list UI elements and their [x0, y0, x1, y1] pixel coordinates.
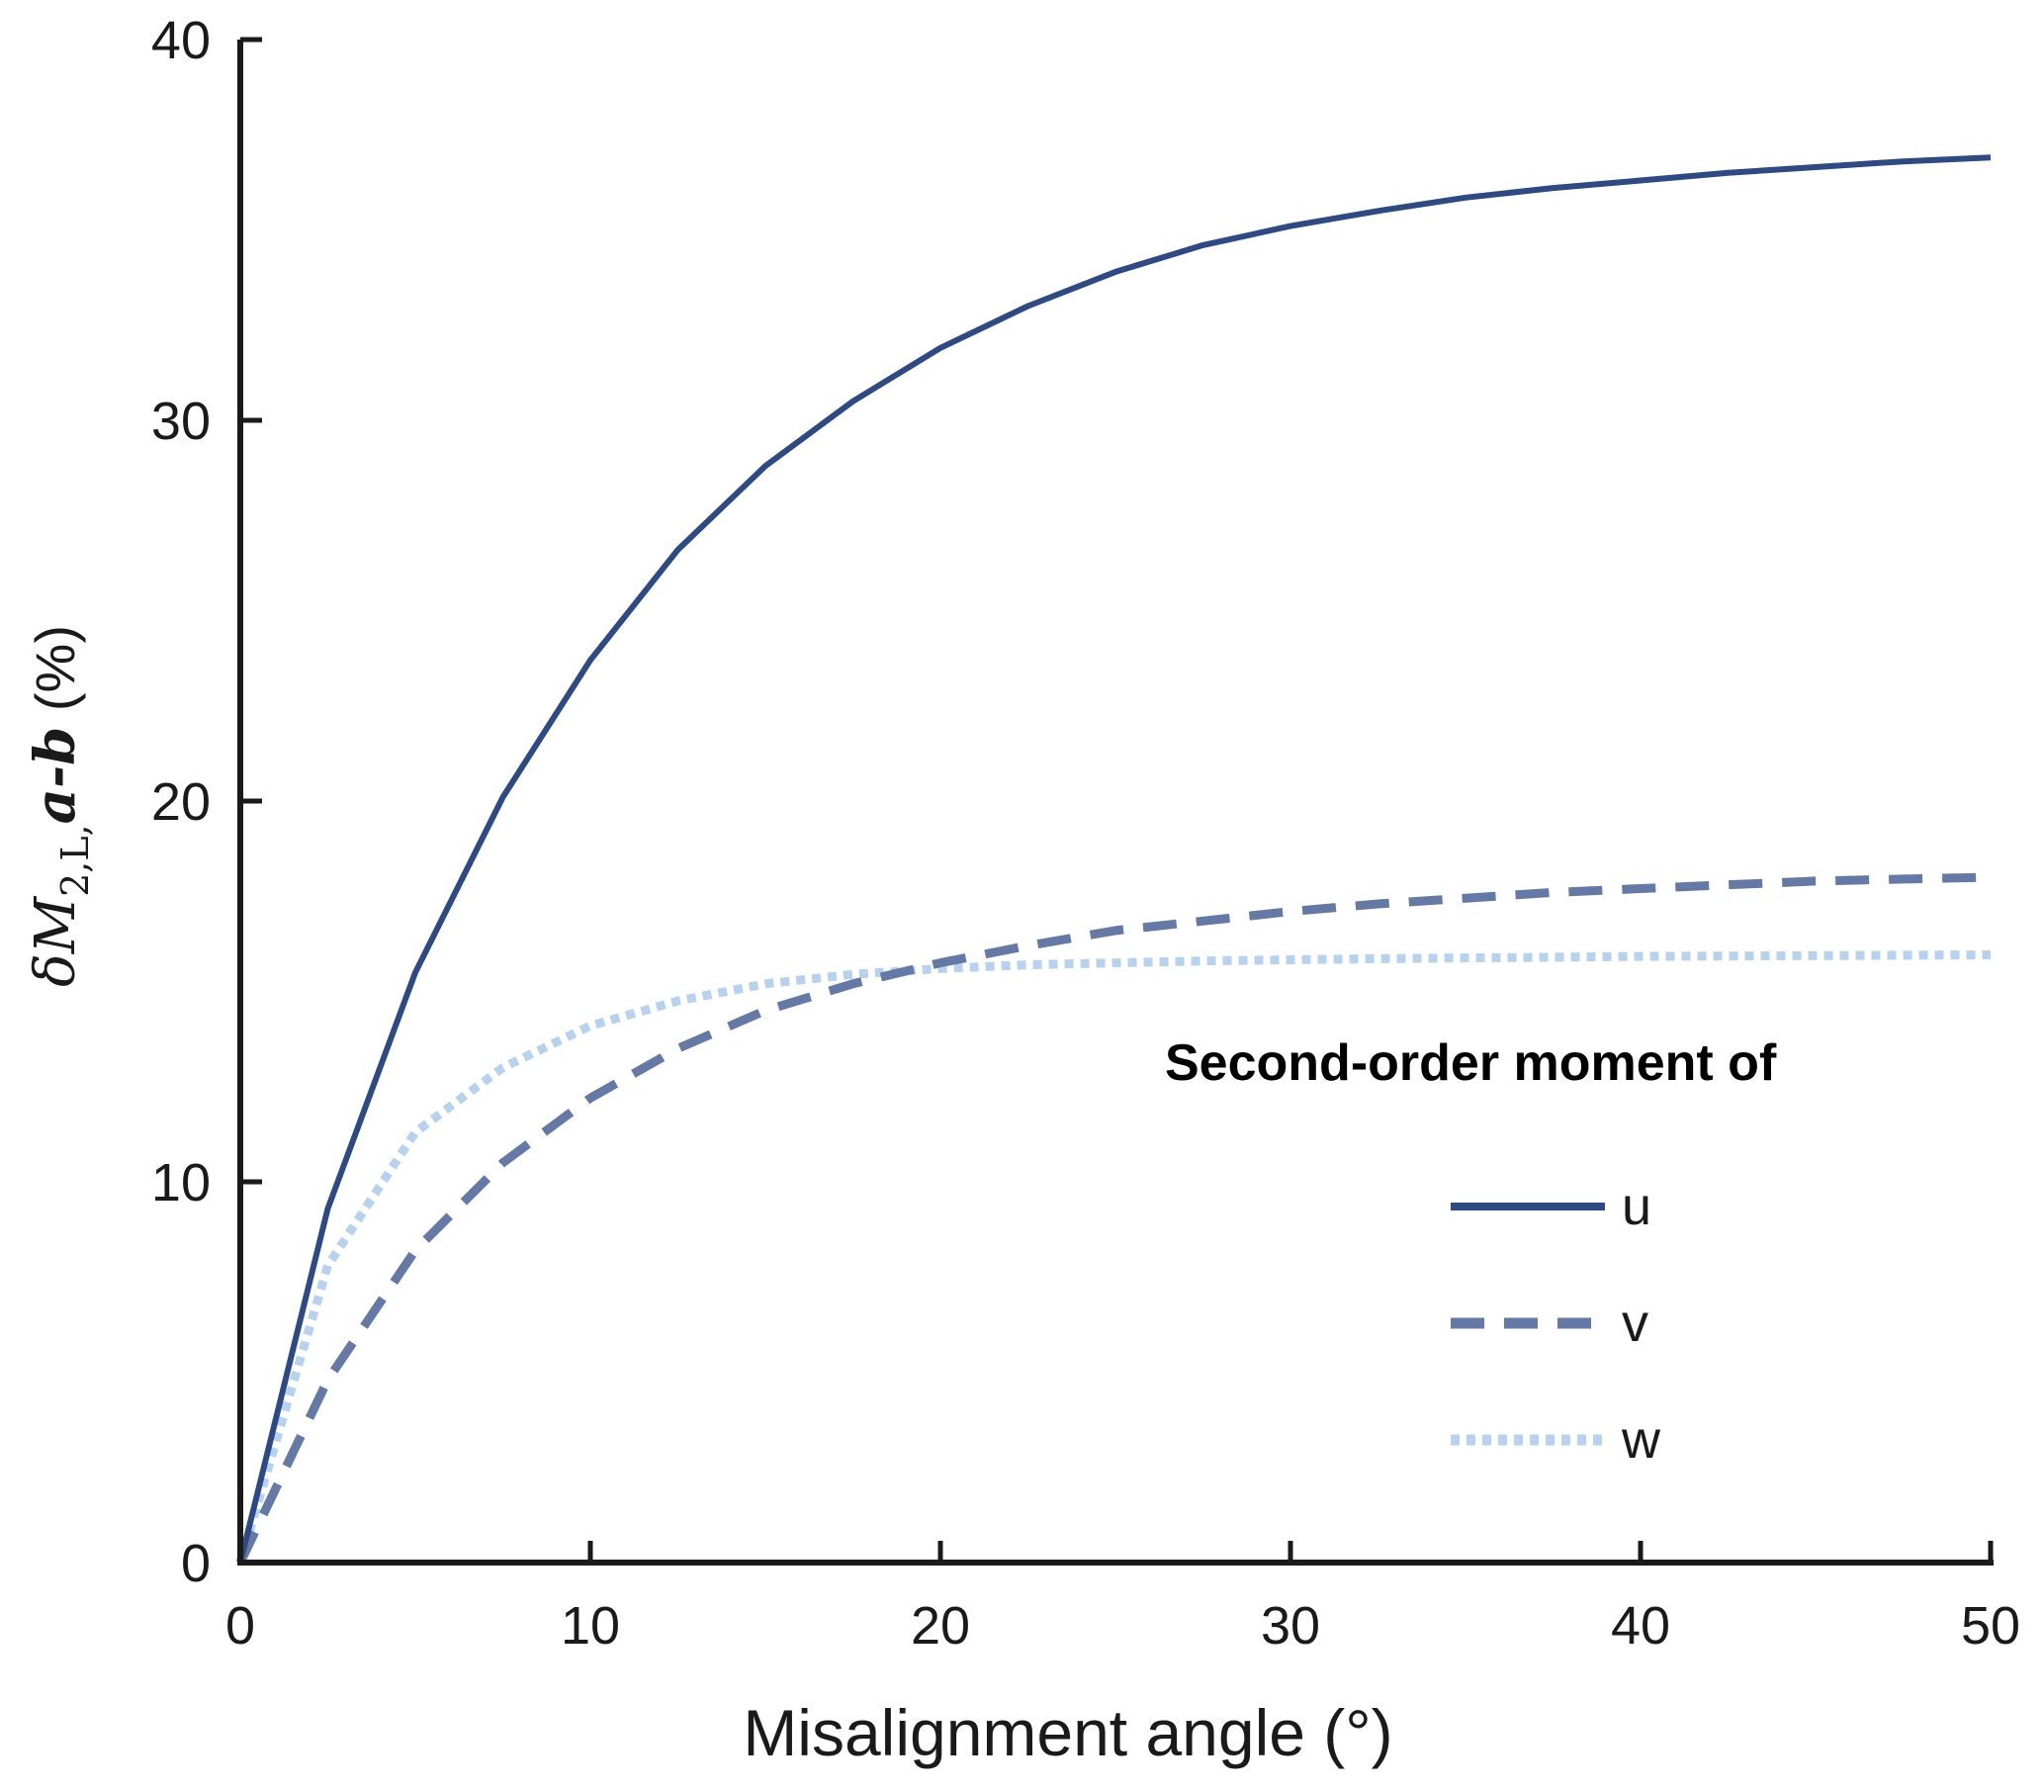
x-tick-label: 20	[911, 1596, 970, 1656]
y-ticks: 0 10 20 30 40	[151, 11, 262, 1593]
legend-label-w: w	[1621, 1410, 1661, 1470]
legend-title: Second-order moment of	[1165, 1034, 1777, 1092]
series-line-u	[237, 154, 1992, 1564]
y-tick-label: 40	[151, 11, 211, 70]
series-line-v	[235, 872, 1992, 1565]
y-tick-label: 10	[151, 1153, 211, 1212]
legend: Second-order moment of uvw	[1165, 1034, 1777, 1470]
y-axis-label-subscript: 2,L,	[53, 824, 97, 897]
y-tick-label: 30	[151, 392, 211, 451]
x-ticks: 0 10 20 30 40 50	[225, 1541, 2020, 1656]
x-tick-label: 10	[561, 1596, 620, 1656]
x-tick-label: 40	[1611, 1596, 1670, 1656]
series-line-w	[235, 950, 1992, 1565]
x-tick-label: 30	[1261, 1596, 1320, 1656]
y-axis-label-prefix: δM	[24, 895, 88, 987]
y-axis-label: δM2,L,a-b (%)	[23, 625, 97, 987]
x-tick-label: 0	[225, 1596, 255, 1656]
x-tick-label: 50	[1961, 1596, 2020, 1656]
legend-label-u: u	[1622, 1177, 1651, 1236]
y-tick-label: 20	[151, 772, 211, 832]
y-axis-label-suffix: (%)	[24, 625, 86, 727]
series-layer	[235, 154, 1992, 1565]
x-axis-label: Misalignment angle (°)	[743, 1696, 1392, 1769]
legend-label-v: v	[1622, 1294, 1648, 1353]
y-tick-label: 0	[181, 1534, 211, 1593]
y-axis-label-bold: a-b	[23, 727, 88, 825]
